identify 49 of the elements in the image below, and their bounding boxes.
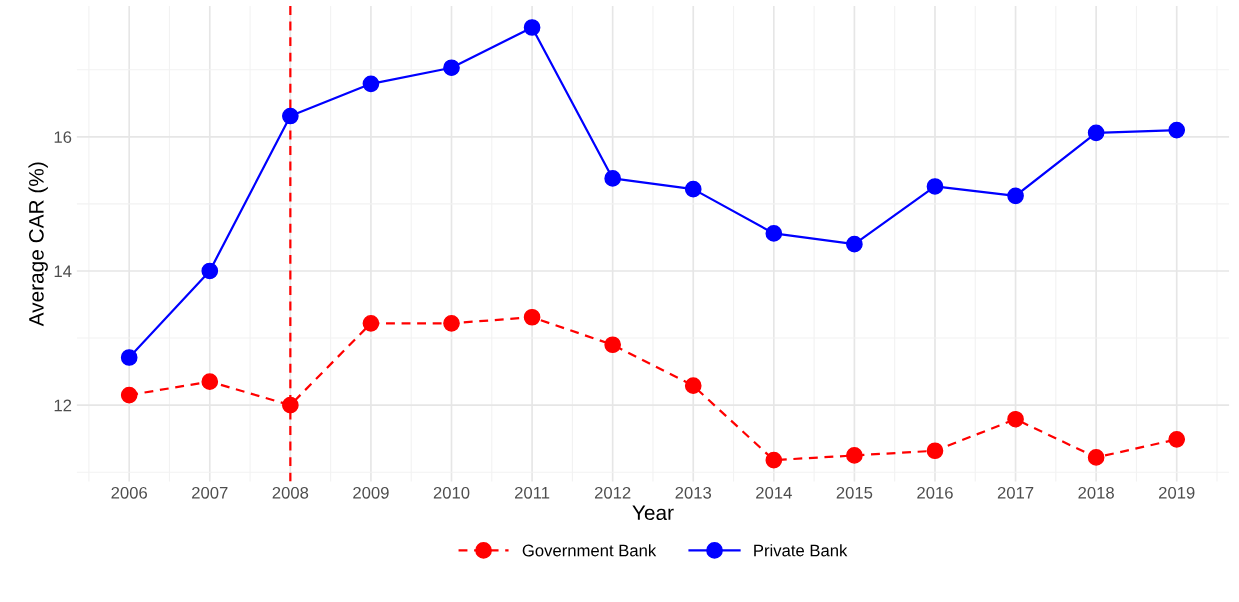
point	[684, 377, 702, 395]
point	[926, 442, 944, 460]
point	[282, 107, 299, 125]
point	[201, 373, 219, 390]
x-tick-label: 2013	[675, 486, 712, 499]
point	[765, 225, 783, 242]
point	[1168, 431, 1186, 448]
x-tick-label: 2014	[756, 486, 792, 499]
point	[846, 447, 863, 464]
y-tick-label: 16	[54, 131, 72, 144]
x-tick-label: 2016	[917, 486, 953, 499]
x-tick-label: 2017	[997, 486, 1034, 499]
point	[765, 451, 783, 469]
point	[1007, 187, 1024, 205]
point	[282, 396, 299, 414]
point	[1087, 124, 1105, 142]
point	[362, 314, 380, 332]
point	[523, 308, 541, 326]
point	[1007, 410, 1024, 428]
x-tick-label: 2012	[594, 486, 631, 499]
x-tick-label: 2011	[515, 486, 550, 499]
point	[443, 314, 460, 332]
point	[523, 19, 541, 36]
point	[120, 349, 138, 366]
point	[362, 75, 380, 93]
x-tick-label: 2010	[433, 486, 470, 499]
y-tick-label: 12	[54, 399, 72, 412]
x-axis-title: Year	[632, 505, 674, 521]
point	[926, 178, 944, 195]
x-tick-label: 2006	[111, 486, 147, 499]
legend-label: Private Bank	[754, 544, 848, 557]
point	[684, 180, 702, 198]
x-tick-label: 2019	[1159, 486, 1195, 499]
point	[1087, 449, 1105, 466]
legend-label: Government Bank	[522, 544, 657, 557]
y-axis-title: Average CAR (%)	[28, 162, 48, 327]
y-tick-label: 14	[54, 265, 72, 278]
x-tick-label: 2015	[836, 486, 873, 499]
x-tick-label: 2018	[1078, 486, 1114, 499]
point	[201, 262, 219, 280]
point	[120, 386, 138, 404]
point	[604, 336, 621, 354]
x-tick-label: 2008	[272, 486, 309, 499]
point	[604, 170, 621, 187]
x-tick-label: 2009	[353, 486, 389, 499]
point	[1168, 121, 1186, 139]
point	[846, 235, 863, 253]
x-tick-label: 2007	[192, 486, 228, 499]
point	[443, 59, 460, 77]
